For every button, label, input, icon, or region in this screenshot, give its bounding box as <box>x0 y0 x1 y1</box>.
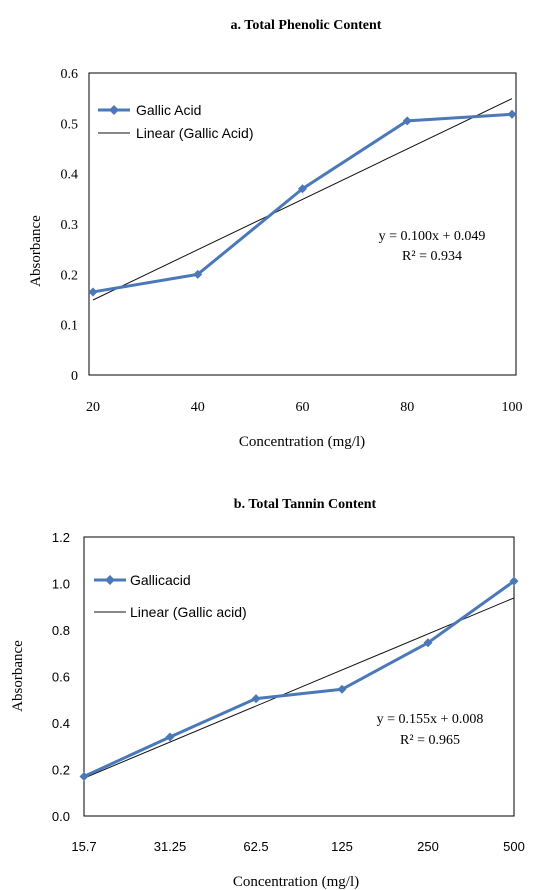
chart-b-x-tick-label: 15.7 <box>71 839 96 854</box>
chart-b-data-point <box>79 771 89 781</box>
chart-a-y-tick-label: 0 <box>71 369 78 384</box>
chart-b-data-point <box>423 638 433 648</box>
chart-a-x-tick-label: 100 <box>502 400 523 415</box>
chart-b-data-point <box>251 694 261 704</box>
chart-b-data-point <box>337 684 347 694</box>
chart-b-x-tick-label: 31.25 <box>154 839 187 854</box>
chart-b-title: b. Total Tannin Content <box>234 497 377 512</box>
chart-a-marks <box>88 98 517 301</box>
chart-b-x-tick-label: 250 <box>417 839 439 854</box>
chart-a-x-tick-label: 20 <box>86 400 100 415</box>
chart-b-data-point <box>165 732 175 742</box>
chart-b-x-axis-label: Concentration (mg/l) <box>233 874 359 890</box>
chart-a-plot-frame <box>88 72 517 376</box>
chart-a-legend-marker <box>109 105 119 115</box>
chart-b-y-tick-label: 0.6 <box>52 670 70 685</box>
chart-b-y-tick-label: 1.0 <box>52 577 70 592</box>
chart-a-x-tick-label: 60 <box>296 400 310 415</box>
chart-a-data-point <box>298 184 307 194</box>
chart-a-y-tick-label: 0.3 <box>61 218 79 233</box>
chart-a-r-squared: R² = 0.934 <box>402 249 462 264</box>
chart-a-x-tick-label: 40 <box>191 400 205 415</box>
chart-a-x-ticks: 20 40 60 80 100 <box>86 400 523 415</box>
chart-b-series-line <box>83 579 515 778</box>
chart-b-y-tick-label: 0.0 <box>52 809 70 824</box>
chart-b: b. Total Tannin Content 0.0 0.2 0.4 0.6 0.8 1… <box>10 497 525 890</box>
chart-b-r-squared: R² = 0.965 <box>400 733 460 748</box>
chart-b-data-point <box>509 576 519 586</box>
chart-a: a. Total Phenolic Content 00.10.20.30.40… <box>28 18 523 450</box>
chart-a-equation: y = 0.100x + 0.049 <box>379 229 486 244</box>
chart-a-y-ticks: 0 0.1 0.2 0.3 0.4 0.5 0.6 <box>61 67 79 384</box>
chart-b-legend-trendline-label: Linear (Gallic acid) <box>130 604 247 620</box>
chart-b-x-tick-label: 125 <box>331 839 353 854</box>
chart-a-trendline <box>92 98 513 301</box>
chart-a-y-axis-label: Absorbance <box>28 215 44 287</box>
chart-b-y-ticks: 0.0 0.2 0.4 0.6 0.8 1.0 1.2 <box>52 530 70 824</box>
chart-b-x-tick-label: 500 <box>503 839 525 854</box>
chart-b-y-tick-label: 1.2 <box>52 530 70 545</box>
chart-b-x-tick-label: 62.5 <box>243 839 268 854</box>
chart-a-data-point <box>193 269 203 279</box>
chart-a-x-tick-label: 80 <box>400 400 414 415</box>
chart-b-legend: Gallicacid Linear (Gallic acid) <box>94 572 247 620</box>
chart-b-legend-series-label: Gallicacid <box>130 572 191 588</box>
chart-a-y-tick-label: 0.6 <box>61 67 79 82</box>
chart-b-marks <box>79 576 519 781</box>
chart-a-data-point <box>507 109 517 119</box>
chart-b-y-tick-label: 0.2 <box>52 763 70 778</box>
chart-a-x-axis-label: Concentration (mg/l) <box>239 434 365 450</box>
chart-b-y-axis-label: Absorbance <box>10 640 26 712</box>
chart-a-legend-series-label: Gallic Acid <box>136 102 201 118</box>
chart-a-data-point <box>402 116 412 126</box>
chart-b-legend-marker <box>105 575 115 585</box>
chart-b-y-tick-label: 0.4 <box>52 716 70 731</box>
chart-a-legend: Gallic Acid Linear (Gallic Acid) <box>98 102 254 141</box>
chart-b-x-ticks: 15.7 31.25 62.5 125 250 500 <box>71 839 525 854</box>
chart-b-y-tick-label: 0.8 <box>52 623 70 638</box>
chart-a-y-tick-label: 0.4 <box>61 168 79 183</box>
chart-a-legend-trendline-label: Linear (Gallic Acid) <box>136 125 254 141</box>
chart-b-equation: y = 0.155x + 0.008 <box>377 712 484 727</box>
chart-a-y-tick-label: 0.5 <box>61 117 79 132</box>
chart-a-title: a. Total Phenolic Content <box>231 18 382 33</box>
chart-a-data-point <box>88 287 98 297</box>
chart-a-y-tick-label: 0.2 <box>61 268 79 283</box>
chart-b-plot-frame <box>83 536 515 817</box>
chart-a-y-tick-label: 0.1 <box>61 319 79 334</box>
chart-b-trendline <box>83 597 515 779</box>
